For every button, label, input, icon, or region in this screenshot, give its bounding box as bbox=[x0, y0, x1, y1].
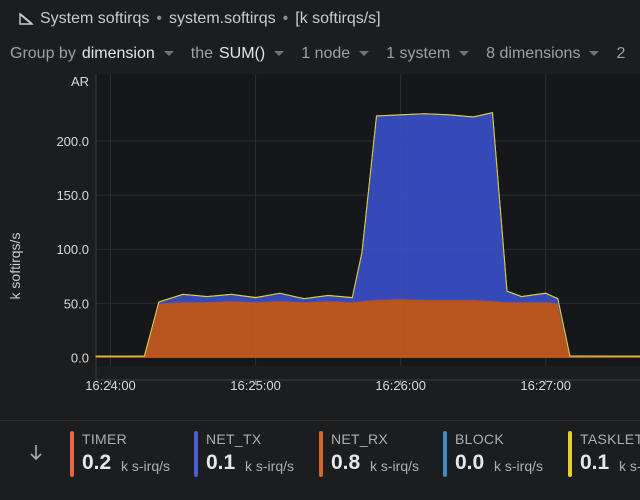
legend-value: 0.2 bbox=[82, 451, 111, 475]
chart-legend: TIMER 0.2 k s-irq/s NET_TX 0.1 k s-irq/s NET_R… bbox=[0, 420, 640, 500]
systems-dropdown[interactable]: 1 system bbox=[386, 45, 470, 63]
legend-value: 0.8 bbox=[331, 451, 360, 475]
chevron-down-icon bbox=[273, 50, 285, 58]
legend-value: 0.0 bbox=[455, 451, 484, 475]
legend-color-bar bbox=[194, 431, 198, 477]
dimensions-dropdown[interactable]: 8 dimensions bbox=[486, 45, 600, 63]
group-by-value: dimension bbox=[82, 45, 155, 63]
y-axis-ticks: 0.0 50.0 100.0 150.0 200.0 bbox=[56, 134, 89, 365]
y-axis-badge: AR bbox=[71, 74, 89, 89]
chart-units: [k softirqs/s] bbox=[295, 10, 380, 28]
title-separator: • bbox=[156, 10, 162, 28]
chevron-down-icon bbox=[358, 50, 370, 58]
softirqs-chart[interactable]: 0.0 50.0 100.0 150.0 200.0 16:24:00 16:25:00 1… bbox=[0, 70, 640, 398]
aggregation-dropdown[interactable]: the SUM() bbox=[191, 45, 285, 63]
legend-color-bar bbox=[443, 431, 447, 477]
legend-color-bar bbox=[70, 431, 74, 477]
dimensions-value: 8 dimensions bbox=[486, 45, 580, 63]
chevron-down-icon bbox=[458, 50, 470, 58]
chevron-down-icon bbox=[588, 50, 600, 58]
group-by-dropdown[interactable]: Group by dimension bbox=[10, 45, 175, 63]
legend-unit: k s-irq/s bbox=[121, 458, 170, 474]
x-tick-label: 16:24:00 bbox=[85, 378, 136, 393]
group-by-label: Group by bbox=[10, 45, 76, 63]
title-separator: • bbox=[283, 10, 289, 28]
legend-name: BLOCK bbox=[455, 431, 504, 447]
legend-unit: k s-irq/s bbox=[370, 458, 419, 474]
y-axis-label: k softirqs/s bbox=[7, 233, 23, 300]
filter-bar: Group by dimension the SUM() 1 node 1 sy… bbox=[0, 38, 640, 70]
nodes-value: 1 node bbox=[301, 45, 350, 63]
more-dropdown[interactable]: 2 bbox=[616, 45, 625, 63]
x-tick-label: 16:25:00 bbox=[230, 378, 281, 393]
legend-name: NET_RX bbox=[331, 431, 388, 447]
y-tick-label: 100.0 bbox=[56, 242, 89, 257]
legend-unit: k s-irq/s bbox=[494, 458, 543, 474]
aggregation-label: the bbox=[191, 45, 213, 63]
legend-value: 0.1 bbox=[206, 451, 235, 475]
arrow-down-icon[interactable] bbox=[28, 443, 44, 463]
chevron-down-icon bbox=[163, 50, 175, 58]
y-tick-label: 200.0 bbox=[56, 134, 89, 149]
legend-unit: k s-irq/s bbox=[619, 458, 640, 474]
aggregation-value: SUM() bbox=[219, 45, 265, 63]
y-tick-label: 50.0 bbox=[64, 296, 89, 311]
y-tick-label: 150.0 bbox=[56, 188, 89, 203]
x-tick-label: 16:27:00 bbox=[520, 378, 571, 393]
chart-context: system.softirqs bbox=[169, 10, 276, 28]
systems-value: 1 system bbox=[386, 45, 450, 63]
legend-name: TIMER bbox=[82, 431, 127, 447]
y-tick-label: 0.0 bbox=[71, 350, 89, 365]
legend-color-bar bbox=[568, 431, 572, 477]
more-value: 2 bbox=[616, 45, 625, 63]
nodes-dropdown[interactable]: 1 node bbox=[301, 45, 370, 63]
chart-icon bbox=[18, 11, 34, 27]
legend-value: 0.1 bbox=[580, 451, 609, 475]
legend-color-bar bbox=[319, 431, 323, 477]
legend-name: TASKLET bbox=[580, 431, 640, 447]
legend-name: NET_TX bbox=[206, 431, 261, 447]
legend-unit: k s-irq/s bbox=[245, 458, 294, 474]
chart-title-bar: System softirqs • system.softirqs • [k s… bbox=[0, 0, 640, 38]
x-tick-label: 16:26:00 bbox=[375, 378, 426, 393]
chart-area[interactable]: 0.0 50.0 100.0 150.0 200.0 16:24:00 16:25:00 1… bbox=[0, 70, 640, 398]
chart-title: System softirqs bbox=[40, 10, 149, 28]
